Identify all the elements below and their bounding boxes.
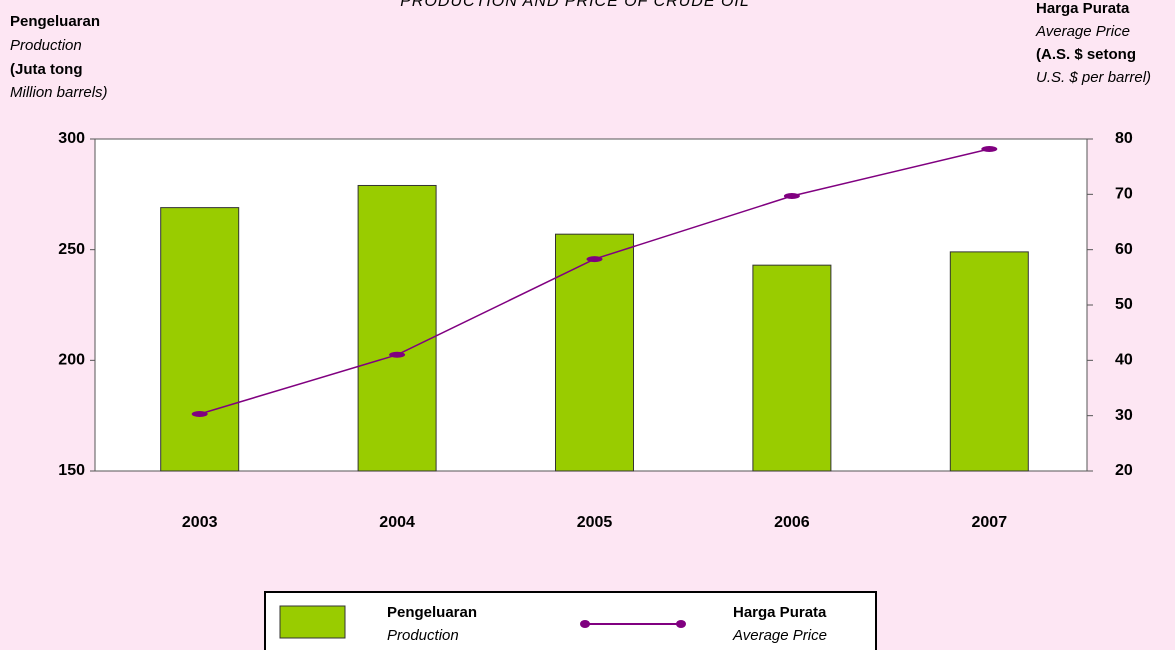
y-tick-label: 250 — [58, 241, 85, 258]
x-tick-label: 2003 — [182, 514, 218, 531]
y2-label-line: U.S. $ per barrel) — [1036, 69, 1151, 86]
y-tick-label: 200 — [58, 352, 85, 369]
y2-label-line: Harga Purata — [1036, 0, 1130, 17]
x-tick-label: 2005 — [577, 514, 613, 531]
y2-tick-label: 80 — [1115, 130, 1133, 147]
y2-tick-label: 60 — [1115, 241, 1133, 258]
bar — [555, 233, 634, 472]
price-marker — [389, 351, 406, 358]
y2-tick-label: 30 — [1115, 407, 1133, 424]
legend-label: Harga Purata — [733, 604, 827, 621]
y2-label-line: (A.S. $ setong — [1036, 46, 1136, 63]
bar — [752, 264, 832, 472]
y2-tick-label: 40 — [1115, 352, 1133, 369]
x-tick-label: 2007 — [972, 514, 1008, 531]
y-tick-label: 150 — [58, 462, 85, 479]
y-tick-label: 300 — [58, 130, 85, 147]
y2-label-line: Average Price — [1035, 23, 1130, 40]
legend-marker — [676, 620, 686, 628]
bar — [160, 207, 240, 472]
y2-tick-label: 20 — [1115, 462, 1133, 479]
y2-tick-label: 50 — [1115, 296, 1133, 313]
legend-box — [264, 591, 877, 650]
legend-swatch — [580, 620, 686, 628]
price-marker — [783, 192, 800, 199]
y-axis-label: Pengeluaran Production (Juta tong Millio… — [10, 13, 108, 101]
y-label-line: Million barrels) — [10, 84, 108, 101]
x-tick-label: 2006 — [774, 514, 810, 531]
y2-tick-label: 70 — [1115, 186, 1133, 203]
legend-label: Average Price — [732, 627, 827, 644]
price-marker — [191, 411, 208, 418]
y-label-line: Pengeluaran — [10, 13, 100, 30]
legend-label: Pengeluaran — [387, 604, 477, 621]
bar — [949, 251, 1029, 472]
legend: Pengeluaran Production Harga Purata Aver… — [264, 591, 877, 650]
legend-marker — [580, 620, 590, 628]
y-label-line: (Juta tong — [10, 61, 83, 78]
price-marker — [981, 145, 998, 152]
legend-swatch — [279, 605, 346, 639]
y2-axis-label: Harga Purata Average Price (A.S. $ seton… — [1035, 0, 1151, 86]
price-marker — [586, 256, 603, 263]
chart-title: PRODUCTION AND PRICE OF CRUDE OIL — [400, 0, 749, 10]
x-tick-label: 2004 — [379, 514, 415, 531]
legend-label: Production — [387, 627, 459, 644]
bar — [357, 184, 437, 472]
y-label-line: Production — [10, 37, 82, 54]
